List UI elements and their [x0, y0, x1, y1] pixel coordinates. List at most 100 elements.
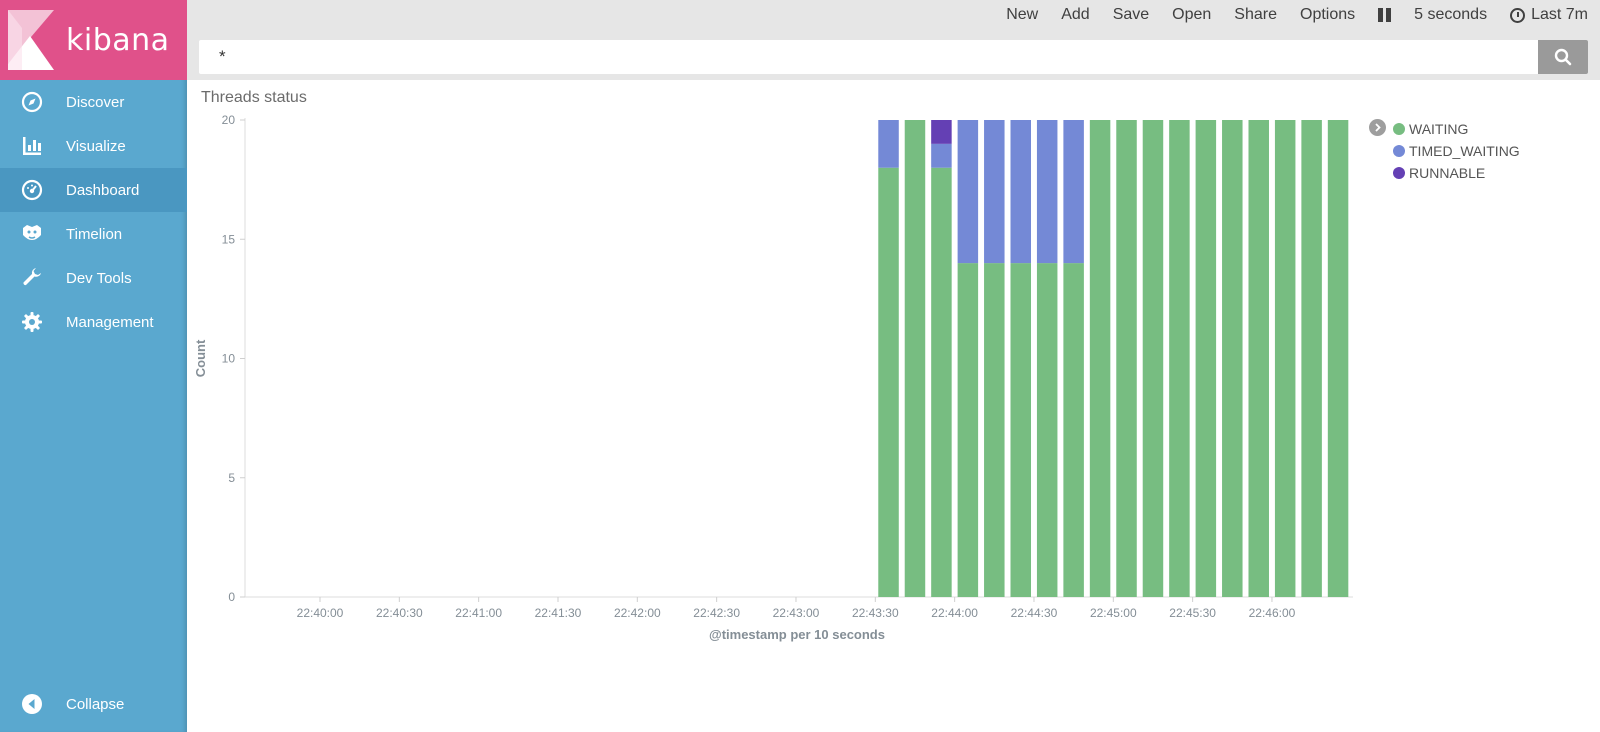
timelion-icon — [20, 222, 44, 246]
y-tick-label: 10 — [222, 352, 236, 366]
y-axis-title: Count — [193, 339, 208, 377]
x-tick-label: 22:42:00 — [614, 606, 661, 620]
sidebar-item-timelion[interactable]: Timelion — [0, 212, 187, 256]
bar-waiting — [1222, 120, 1243, 597]
bar-timed-waiting — [1010, 120, 1031, 264]
bar-waiting — [1301, 120, 1322, 597]
sidebar-item-label: Management — [66, 313, 154, 331]
x-tick-label: 22:44:30 — [1011, 606, 1058, 620]
new-button[interactable]: New — [1006, 6, 1039, 23]
legend-label: RUNNABLE — [1409, 165, 1486, 181]
x-tick-label: 22:41:00 — [455, 606, 502, 620]
kibana-logo[interactable]: kibana — [0, 0, 187, 80]
sidebar-item-label: Dev Tools — [66, 269, 132, 287]
bar-waiting — [1142, 120, 1164, 597]
chevron-right-icon — [1375, 123, 1381, 132]
pause-icon[interactable] — [1378, 8, 1392, 22]
bar-waiting — [1195, 120, 1217, 597]
legend-color-dot — [1393, 123, 1405, 135]
x-tick-label: 22:44:00 — [931, 606, 978, 620]
bar-waiting — [1010, 263, 1031, 597]
x-axis-title: @timestamp per 10 seconds — [709, 627, 885, 642]
search-icon — [1554, 48, 1572, 66]
x-tick-label: 22:41:30 — [535, 606, 582, 620]
bar-timed-waiting — [957, 120, 979, 264]
bar-waiting — [1327, 120, 1349, 597]
legend-label: TIMED_WAITING — [1409, 143, 1520, 159]
bar-waiting — [1036, 263, 1058, 597]
bar-timed-waiting — [1063, 120, 1084, 264]
open-button[interactable]: Open — [1172, 6, 1212, 23]
legend-color-dot — [1393, 167, 1405, 179]
bar-waiting — [957, 263, 979, 597]
chart-legend: WAITING TIMED_WAITING RUNNABLE — [1369, 118, 1520, 184]
wrench-icon — [20, 266, 44, 290]
sidebar: kibana Discover Visualize Dashboard Time… — [0, 0, 187, 732]
bar-timed-waiting — [931, 143, 952, 168]
dashboard-icon — [20, 178, 44, 202]
sidebar-item-label: Timelion — [66, 225, 123, 243]
y-tick-label: 0 — [228, 590, 235, 604]
logo-text: kibana — [66, 22, 170, 58]
x-tick-label: 22:43:00 — [773, 606, 820, 620]
collapse-button[interactable]: Collapse — [0, 682, 187, 726]
sidebar-item-management[interactable]: Management — [0, 300, 187, 344]
legend-label: WAITING — [1409, 121, 1469, 137]
bar-waiting — [1248, 120, 1269, 597]
time-picker-button[interactable]: Last 7m — [1510, 6, 1588, 24]
bar-timed-waiting — [984, 120, 1005, 264]
options-button[interactable]: Options — [1300, 6, 1356, 23]
refresh-interval-button[interactable]: 5 seconds — [1414, 6, 1488, 23]
bar-waiting — [1116, 120, 1137, 597]
x-tick-label: 22:42:30 — [693, 606, 740, 620]
threads-status-chart: 0 5 10 15 20 22:40:00 22:40:30 22:41:00 22:41:30… — [193, 113, 1353, 642]
x-tick-label: 22:45:30 — [1169, 606, 1216, 620]
bar-waiting — [984, 263, 1005, 597]
bar-waiting — [1089, 120, 1111, 597]
y-tick-label: 5 — [228, 471, 235, 485]
share-button[interactable]: Share — [1234, 6, 1277, 23]
sidebar-item-discover[interactable]: Discover — [0, 80, 187, 124]
gear-icon — [20, 310, 44, 334]
legend-color-dot — [1393, 145, 1405, 157]
bar-waiting — [1063, 263, 1084, 597]
y-tick-label: 15 — [222, 232, 236, 246]
legend-item[interactable]: RUNNABLE — [1393, 162, 1520, 184]
legend-item[interactable]: WAITING — [1393, 118, 1520, 140]
search-input[interactable] — [199, 40, 1538, 74]
bar-waiting — [1274, 120, 1296, 597]
top-menu: New Add Save Open Share Options 5 second… — [983, 6, 1588, 24]
x-tick-label: 22:45:00 — [1090, 606, 1137, 620]
save-button[interactable]: Save — [1112, 6, 1150, 23]
x-tick-label: 22:43:30 — [852, 606, 899, 620]
sidebar-item-dev-tools[interactable]: Dev Tools — [0, 256, 187, 300]
search-button[interactable] — [1538, 40, 1588, 74]
add-button[interactable]: Add — [1061, 6, 1090, 23]
bar-waiting — [1169, 120, 1190, 597]
y-tick-label: 20 — [222, 113, 236, 127]
query-bar — [199, 40, 1588, 74]
legend-item[interactable]: TIMED_WAITING — [1393, 140, 1520, 162]
bar-timed-waiting — [878, 120, 899, 168]
x-tick-label: 22:40:30 — [376, 606, 423, 620]
panel-title: Threads status — [201, 89, 307, 106]
x-tick-label: 22:46:00 — [1249, 606, 1296, 620]
collapse-label: Collapse — [66, 695, 125, 713]
sidebar-item-label: Discover — [66, 93, 125, 111]
bar-chart-icon — [20, 134, 44, 158]
bar-runnable — [931, 120, 952, 144]
sidebar-item-visualize[interactable]: Visualize — [0, 124, 187, 168]
bar-waiting — [931, 167, 952, 597]
sidebar-item-dashboard[interactable]: Dashboard — [0, 168, 187, 212]
legend-toggle-button[interactable] — [1369, 119, 1386, 136]
bar-waiting — [878, 167, 899, 597]
top-nav: New Add Save Open Share Options 5 second… — [187, 0, 1600, 80]
collapse-icon — [20, 692, 44, 716]
compass-icon — [20, 90, 44, 114]
x-tick-label: 22:40:00 — [297, 606, 344, 620]
sidebar-item-label: Visualize — [66, 137, 126, 155]
bar-waiting — [904, 120, 926, 597]
sidebar-item-label: Dashboard — [66, 181, 140, 199]
time-range-label: Last 7m — [1531, 6, 1588, 23]
bar-timed-waiting — [1036, 120, 1058, 264]
